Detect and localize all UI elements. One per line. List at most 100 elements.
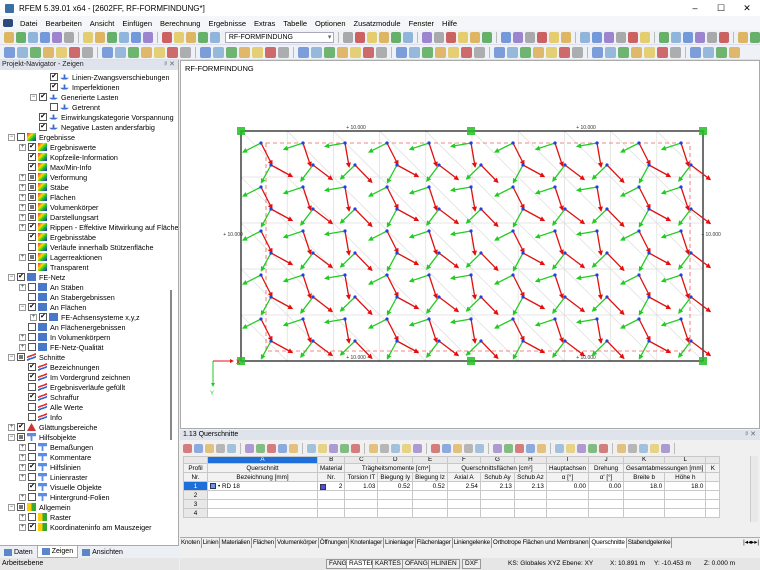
- cell-alpha[interactable]: [545, 508, 590, 518]
- cell-a[interactable]: [446, 490, 481, 500]
- nav-item[interactable]: Info: [19, 412, 62, 422]
- checkbox[interactable]: ✔: [50, 83, 58, 91]
- toolbar-button-icon[interactable]: [718, 31, 729, 43]
- expand-icon[interactable]: +: [19, 193, 26, 201]
- node-support[interactable]: [467, 357, 475, 365]
- table-tool-button-icon[interactable]: [369, 443, 378, 453]
- cell-b[interactable]: [623, 508, 666, 518]
- nav-item[interactable]: + Kommentare: [19, 452, 91, 462]
- toolbar-button-icon[interactable]: [311, 46, 322, 58]
- nav-item[interactable]: + ✔ Hilfslinien: [19, 462, 81, 472]
- cell-b[interactable]: [623, 499, 666, 509]
- nav-item[interactable]: + FE-Netz-Qualität: [19, 342, 104, 352]
- table-tool-button-icon[interactable]: [245, 443, 254, 453]
- collapse-icon[interactable]: −: [19, 303, 26, 311]
- toolbar-button-icon[interactable]: [561, 31, 572, 43]
- table-tool-button-icon[interactable]: [307, 443, 316, 453]
- toggle-ofang[interactable]: OFANG: [402, 559, 431, 569]
- maximize-button[interactable]: ☐: [716, 3, 726, 13]
- table-tool-button-icon[interactable]: [289, 443, 298, 453]
- loadcase-combo[interactable]: RF-FORMFINDUNG: [224, 31, 335, 43]
- toolbar-button-icon[interactable]: [592, 31, 603, 43]
- toolbar-button-icon[interactable]: [631, 46, 642, 58]
- toolbar-button-icon[interactable]: [265, 46, 276, 58]
- toolbar-button-icon[interactable]: [94, 31, 105, 43]
- toolbar-button-icon[interactable]: [64, 31, 74, 43]
- nav-item[interactable]: An Flächenergebnissen: [19, 322, 126, 332]
- table-tool-button-icon[interactable]: [267, 443, 276, 453]
- checkbox[interactable]: [28, 513, 36, 521]
- checkbox[interactable]: [28, 443, 36, 451]
- table-tool-button-icon[interactable]: [431, 443, 440, 453]
- nav-item[interactable]: + Flächen: [19, 192, 76, 202]
- expand-icon[interactable]: +: [19, 443, 26, 451]
- table-tool-button-icon[interactable]: [515, 443, 524, 453]
- toolbar-button-icon[interactable]: [690, 46, 701, 58]
- table-tool-button-icon[interactable]: [402, 443, 411, 453]
- nav-item[interactable]: ✔ Einwirkungskategorie Vorspannung: [30, 112, 174, 122]
- table-tab[interactable]: Öffnungen: [319, 538, 350, 548]
- toolbar-button-icon[interactable]: [213, 46, 224, 58]
- table-tool-button-icon[interactable]: [329, 443, 338, 453]
- nav-item[interactable]: − Ergebnisse: [8, 132, 75, 142]
- checkbox[interactable]: [28, 253, 36, 261]
- menu-berechnung[interactable]: Berechnung: [160, 18, 201, 28]
- toolbar-button-icon[interactable]: [422, 31, 433, 43]
- nav-item[interactable]: ✔ Visuelle Objekte: [19, 482, 102, 492]
- toolbar-button-icon[interactable]: [703, 46, 714, 58]
- nav-item[interactable]: ✔ Bezeichnungen: [19, 362, 100, 372]
- toolbar-button-icon[interactable]: [616, 31, 627, 43]
- nav-item[interactable]: + Hintergrund-Folien: [19, 492, 110, 502]
- navigator-controls[interactable]: ᵖ ✕: [164, 61, 175, 68]
- toolbar-button-icon[interactable]: [118, 31, 129, 43]
- checkbox[interactable]: ✔: [28, 483, 36, 491]
- cell-h[interactable]: [664, 508, 707, 518]
- nav-item[interactable]: + ✔ FE-Achsensysteme x,y,z: [30, 312, 140, 322]
- tab-scroll-buttons[interactable]: |◂◂▸▸|: [743, 539, 759, 546]
- table-tool-button-icon[interactable]: [617, 443, 626, 453]
- expand-icon[interactable]: +: [30, 313, 37, 321]
- toolbar-button-icon[interactable]: [82, 31, 93, 43]
- row-number[interactable]: 3: [183, 499, 208, 509]
- toolbar-button-icon[interactable]: [604, 31, 615, 43]
- nav-tab-zeigen[interactable]: Zeigen: [36, 546, 79, 558]
- table-row[interactable]: 1 • RD 18 2 1.03 0.52 0.52 2.54 2.13 2.13 0.00 0.0…: [183, 481, 721, 491]
- toolbar-button-icon[interactable]: [396, 46, 407, 58]
- table-tool-button-icon[interactable]: [475, 443, 484, 453]
- nav-item[interactable]: + In Volumenkörpern: [19, 332, 110, 342]
- expand-icon[interactable]: +: [19, 253, 26, 261]
- collapse-icon[interactable]: −: [30, 93, 37, 101]
- checkbox[interactable]: [28, 403, 36, 411]
- nav-item[interactable]: + ✔ Rippen - Effektive Mitwirkung auf Fläc…: [19, 222, 178, 232]
- table-tool-button-icon[interactable]: [555, 443, 564, 453]
- checkbox[interactable]: [28, 203, 36, 211]
- toolbar-button-icon[interactable]: [592, 46, 603, 58]
- toolbar-button-icon[interactable]: [252, 46, 263, 58]
- toolbar-button-icon[interactable]: [367, 31, 378, 43]
- collapse-icon[interactable]: −: [8, 133, 15, 141]
- node-support[interactable]: [237, 127, 245, 135]
- nav-item[interactable]: Transparent: [19, 262, 89, 272]
- checkbox[interactable]: [28, 323, 36, 331]
- toolbar-button-icon[interactable]: [434, 31, 445, 43]
- toolbar-button-icon[interactable]: [69, 46, 80, 58]
- navigator-scrollbar[interactable]: [170, 290, 172, 440]
- nav-item[interactable]: ✔ Schraffur: [19, 392, 79, 402]
- table-tool-button-icon[interactable]: [194, 443, 203, 453]
- table-tool-button-icon[interactable]: [413, 443, 422, 453]
- checkbox[interactable]: [28, 213, 36, 221]
- expand-icon[interactable]: +: [19, 143, 26, 151]
- toolbar-button-icon[interactable]: [682, 31, 693, 43]
- table-tab[interactable]: Materialien: [221, 538, 252, 548]
- toolbar-button-icon[interactable]: [628, 31, 639, 43]
- collapse-icon[interactable]: −: [8, 503, 15, 511]
- table-tool-button-icon[interactable]: [205, 443, 214, 453]
- expand-icon[interactable]: +: [19, 333, 26, 341]
- toolbar-button-icon[interactable]: [618, 46, 629, 58]
- toolbar-button-icon[interactable]: [102, 46, 113, 58]
- checkbox[interactable]: [28, 383, 36, 391]
- table-tool-button-icon[interactable]: [526, 443, 535, 453]
- nav-item[interactable]: + An Stäben: [19, 282, 84, 292]
- cell-a[interactable]: 2.54: [446, 481, 481, 491]
- table-row[interactable]: 3: [183, 499, 721, 509]
